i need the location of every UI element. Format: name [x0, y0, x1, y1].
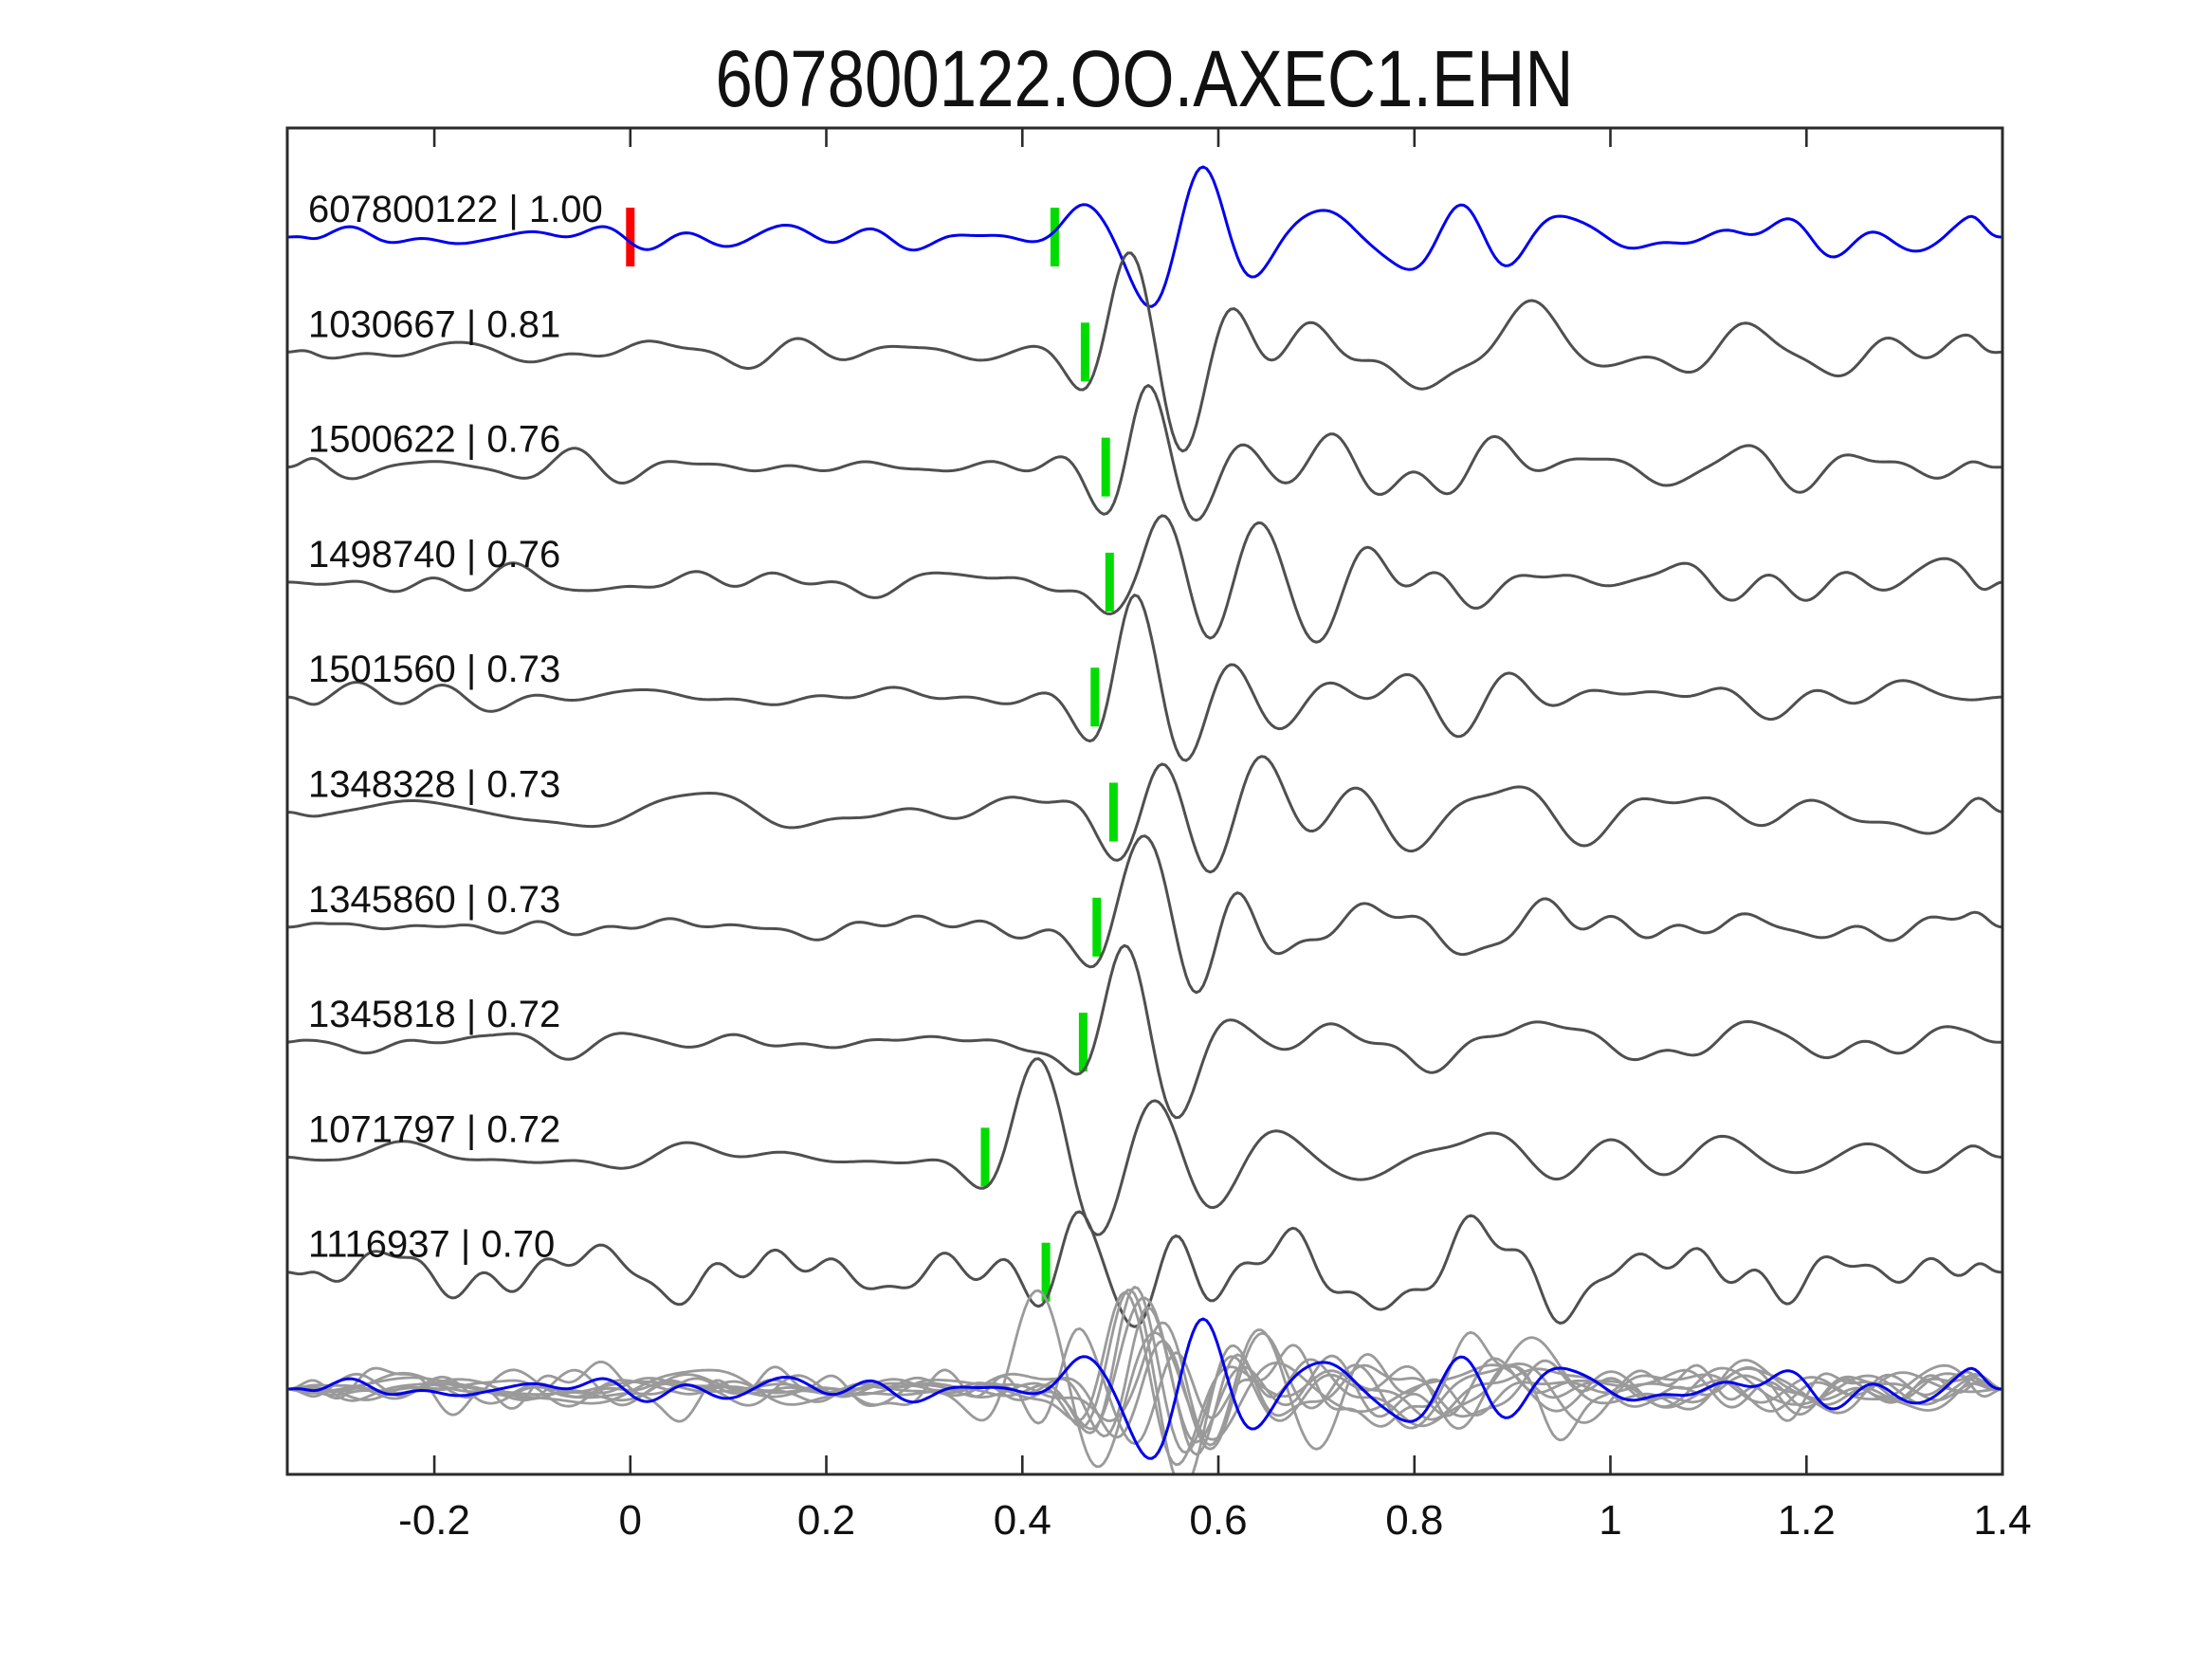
pick-marker-layer: [626, 208, 1118, 1302]
x-tick-label: 0.6: [1189, 1497, 1247, 1544]
template-trace-path: [287, 165, 2002, 308]
pick-marker: [980, 1127, 990, 1187]
trace-label: 1501560 | 0.73: [308, 649, 560, 690]
trace-label: 1498740 | 0.76: [308, 534, 560, 576]
detection-trace-path: [287, 834, 2002, 995]
pick-marker: [1101, 437, 1110, 497]
detection-trace-path: [287, 943, 2002, 1120]
trace-label-layer: 607800122 | 1.00 1030667 | 0.81 1500622 | …: [308, 189, 603, 1266]
detection-trace-path: [287, 1210, 2002, 1328]
pick-marker: [1108, 782, 1118, 842]
trace-label: 1348328 | 0.73: [308, 764, 560, 806]
detection-trace-path: [287, 384, 2002, 522]
x-tick-label: 0.2: [797, 1497, 855, 1544]
trace-label: 607800122 | 1.00: [308, 189, 603, 230]
overlay-detection-path: [287, 1331, 2002, 1451]
x-tick-label: 1.2: [1778, 1497, 1836, 1544]
trace-label: 1071797 | 0.72: [308, 1108, 560, 1150]
trace-label: 1500622 | 0.76: [308, 419, 560, 461]
trace-label: 1116937 | 0.70: [308, 1224, 555, 1266]
axis-layer: -0.2 0 0.2 0.4 0.6 0.8 1 1.2 1.4: [285, 126, 2032, 1544]
pick-marker: [1080, 322, 1089, 382]
detection-trace-path: [287, 251, 2002, 453]
trace-label: 1345860 | 0.73: [308, 879, 560, 921]
pick-marker: [1092, 897, 1102, 957]
overlay-detection-path: [287, 1296, 2002, 1456]
pick-marker: [1078, 1013, 1088, 1072]
plot-border: [285, 126, 2004, 1476]
pick-marker: [1105, 552, 1114, 612]
overlay-detection-path: [287, 1326, 2002, 1445]
trace-label: 1030667 | 0.81: [308, 303, 560, 345]
detection-trace-path: [287, 514, 2002, 644]
overlay-detection-path: [287, 1289, 2002, 1469]
x-tick-label: -0.2: [398, 1497, 470, 1544]
x-tick-label: 0.4: [994, 1497, 1051, 1544]
detection-trace-path: [287, 594, 2002, 762]
detection-trace-path: [287, 1057, 2002, 1236]
plot-title: 607800122.OO.AXEC1.EHN: [716, 34, 1574, 123]
detection-trace-path: [287, 755, 2002, 874]
pick-marker: [1090, 667, 1100, 727]
trace-label: 1345818 | 0.72: [308, 994, 560, 1035]
pick-marker: [1050, 208, 1059, 266]
x-tick-label: 1.4: [1973, 1497, 2031, 1544]
template-time-marker: [626, 208, 635, 266]
x-tick-label: 0.8: [1385, 1497, 1443, 1544]
trace-layer: [287, 165, 2002, 1474]
overlay-template-path: [287, 1317, 2002, 1460]
x-tick-label: 1: [1599, 1497, 1621, 1544]
pick-marker: [1041, 1242, 1051, 1302]
x-tick-label: 0: [619, 1497, 642, 1544]
